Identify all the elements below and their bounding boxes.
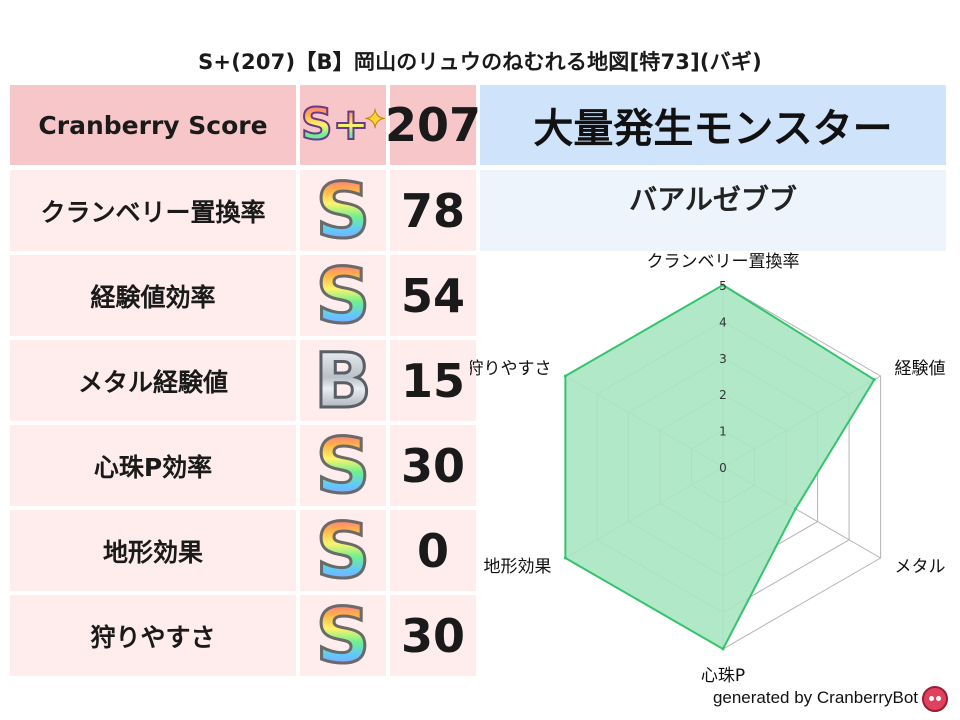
metric-score: 54 <box>400 268 465 323</box>
radar-axis-label: 地形効果 <box>484 557 552 577</box>
metric-score-cell: 54 <box>390 255 476 336</box>
metric-label: クランベリー置換率 <box>40 197 266 227</box>
radar-tick-label: 5 <box>719 279 727 293</box>
header-label-cell: Cranberry Score <box>10 85 296 165</box>
metric-score-cell: 30 <box>390 595 476 676</box>
radar-axis-label: 心珠P <box>701 666 745 686</box>
metric-label-cell: メタル経験値 <box>10 340 296 421</box>
radar-tick-label: 4 <box>719 315 727 329</box>
radar-axis-label: 狩りやすさ <box>470 359 552 379</box>
metric-rank-cell: S <box>300 595 386 676</box>
metric-score: 78 <box>400 183 465 238</box>
rank-badge: S <box>312 511 374 590</box>
footer-credit: generated by CranberryBot <box>712 688 918 707</box>
metric-label: メタル経験値 <box>77 367 228 397</box>
metric-score-cell: 30 <box>390 425 476 506</box>
metric-rank-cell: S <box>300 255 386 336</box>
radar-tick-label: 0 <box>719 461 727 475</box>
radar-data-point <box>794 507 798 511</box>
rank-badge: B <box>312 341 374 420</box>
rank-badge: S <box>312 426 374 505</box>
rank-badge-splus: S+ <box>300 99 371 150</box>
metric-label-cell: 心珠P効率 <box>10 425 296 506</box>
monster-panel-heading: 大量発生モンスター <box>480 85 946 165</box>
metric-label: 地形効果 <box>102 537 203 567</box>
monster-name-cell: バアルゼブブ <box>480 170 946 251</box>
cranberry-bot-icon <box>922 686 948 712</box>
metric-score: 30 <box>400 438 465 493</box>
header-rank-cell: S+ ✦ <box>300 85 386 165</box>
metric-label: 経験値効率 <box>90 282 216 312</box>
radar-axis-label: メタル <box>894 557 945 577</box>
metric-label-cell: 地形効果 <box>10 510 296 591</box>
rank-badge: S <box>312 256 374 335</box>
metric-label: 心珠P効率 <box>93 452 213 482</box>
metric-score: 0 <box>416 523 449 578</box>
metric-score-cell: 78 <box>390 170 476 251</box>
header-score: 207 <box>384 98 482 152</box>
sparkle-icon: ✦ <box>364 105 387 136</box>
radar-data-point <box>563 374 567 378</box>
metric-label-cell: クランベリー置換率 <box>10 170 296 251</box>
radar-axis-label: 経験値 <box>894 359 945 379</box>
radar-data-point <box>872 378 876 382</box>
monster-heading-text: 大量発生モンスター <box>533 106 893 152</box>
page-title: S+(207)【B】岡山のリュウのねむれる地図[特73](バギ) <box>198 50 762 74</box>
rank-badge: S <box>312 171 374 250</box>
header-label: Cranberry Score <box>38 110 268 140</box>
metric-rank-cell: S <box>300 510 386 591</box>
monster-name: バアルゼブブ <box>629 183 797 216</box>
radar-data-point <box>721 647 725 651</box>
metric-score-cell: 15 <box>390 340 476 421</box>
radar-series <box>563 283 876 651</box>
header-score-cell: 207 <box>385 85 481 165</box>
radar-tick-label: 3 <box>719 352 727 366</box>
metric-score-cell: 0 <box>390 510 476 591</box>
metric-label: 狩りやすさ <box>90 622 216 652</box>
metric-rank-cell: B <box>300 340 386 421</box>
radar-tick-label: 1 <box>719 425 727 439</box>
metric-rank-cell: S <box>300 170 386 251</box>
metric-score: 15 <box>400 353 465 408</box>
metric-score: 30 <box>400 608 465 663</box>
metric-label-cell: 狩りやすさ <box>10 595 296 676</box>
metric-rank-cell: S <box>300 425 386 506</box>
rank-badge: S <box>312 596 374 675</box>
metric-label-cell: 経験値効率 <box>10 255 296 336</box>
radar-data-point <box>563 556 567 560</box>
radar-tick-label: 2 <box>719 388 727 402</box>
radar-axis-label: クランベリー置換率 <box>647 252 800 272</box>
radar-data-point <box>721 283 725 287</box>
radar-ticks: 0 1 2 3 4 5 <box>719 279 727 475</box>
